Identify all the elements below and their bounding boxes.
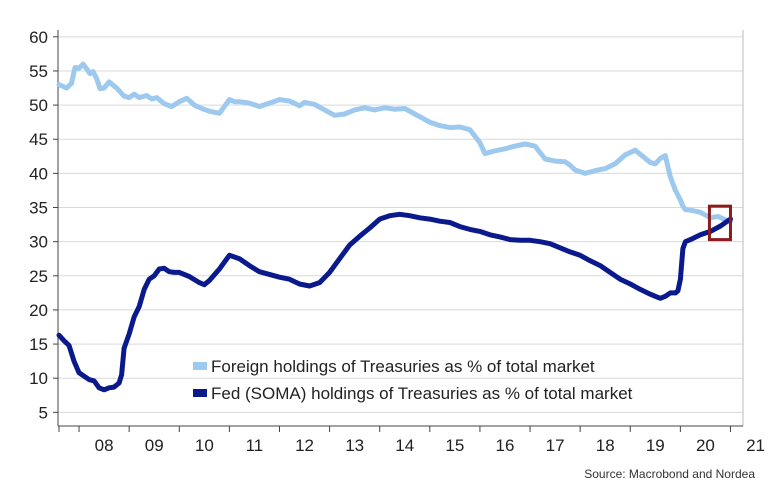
- y-tick-label: 35: [29, 199, 48, 218]
- x-tick-label: 16: [496, 436, 515, 455]
- y-tick-label: 25: [29, 267, 48, 286]
- legend-label: Fed (SOMA) holdings of Treasuries as % o…: [211, 384, 633, 403]
- y-tick-label: 55: [29, 62, 48, 81]
- y-tick-label: 60: [29, 28, 48, 47]
- y-tick-label: 20: [29, 301, 48, 320]
- x-tick-label: 15: [445, 436, 464, 455]
- gridlines: [58, 36, 743, 413]
- x-axis-ticks: 08 09 10 11 12 13 14 15 16 17 18 19 20 21: [58, 426, 765, 455]
- x-tick-label: 18: [596, 436, 615, 455]
- x-tick-label: 20: [696, 436, 715, 455]
- y-tick-label: 30: [29, 233, 48, 252]
- y-axis-ticks: 5 10 15 20 25 30 35 40 45 50 55 60: [29, 28, 58, 422]
- y-tick-label: 5: [39, 403, 48, 422]
- y-tick-label: 15: [29, 335, 48, 354]
- x-tick-label: 08: [95, 436, 114, 455]
- legend-swatch: [193, 389, 207, 397]
- legend-swatch: [193, 362, 207, 370]
- legend: Foreign holdings of Treasuries as % of t…: [193, 357, 633, 403]
- axes: [57, 30, 744, 427]
- source-note: Source: Macrobond and Nordea: [584, 467, 755, 481]
- x-tick-label: 17: [546, 436, 565, 455]
- x-tick-label: 10: [195, 436, 214, 455]
- y-tick-label: 40: [29, 164, 48, 183]
- annotation-layer: [707, 204, 732, 242]
- y-tick-label: 45: [29, 130, 48, 149]
- x-tick-label: 19: [646, 436, 665, 455]
- x-tick-label: 12: [295, 436, 314, 455]
- y-tick-label: 50: [29, 96, 48, 115]
- x-tick-label: 13: [345, 436, 364, 455]
- series-lines: [56, 61, 733, 393]
- highlight-box: [707, 204, 732, 242]
- x-tick-label: 11: [246, 436, 264, 455]
- x-tick-label: 14: [395, 436, 414, 455]
- series-line-foreign: [56, 61, 733, 224]
- legend-label: Foreign holdings of Treasuries as % of t…: [211, 357, 595, 376]
- x-tick-label: 09: [145, 436, 164, 455]
- x-tick-label: 21: [746, 436, 765, 455]
- series-line-fed: [56, 211, 733, 393]
- y-tick-label: 10: [29, 369, 48, 388]
